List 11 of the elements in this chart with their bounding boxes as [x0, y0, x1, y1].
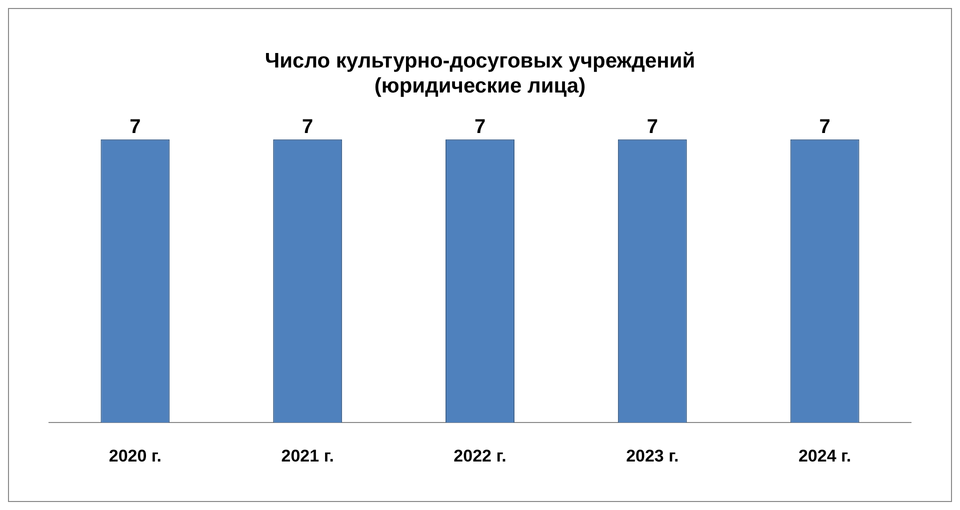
x-tick-label: 2024 г.	[798, 446, 852, 466]
data-label: 7	[819, 116, 830, 138]
data-label: 7	[302, 116, 314, 138]
data-label: 7	[474, 116, 486, 138]
chart-title: Число культурно-досуговых учреждений (юридические лица)	[264, 49, 696, 98]
data-label: 7	[130, 116, 141, 138]
x-tick-label: 2020 г.	[108, 446, 162, 466]
data-label: 7	[646, 116, 658, 138]
x-tick-label: 2022 г.	[454, 446, 506, 466]
x-tick-label: 2021 г.	[281, 446, 334, 466]
x-tick-label: 2023 г.	[626, 446, 679, 466]
